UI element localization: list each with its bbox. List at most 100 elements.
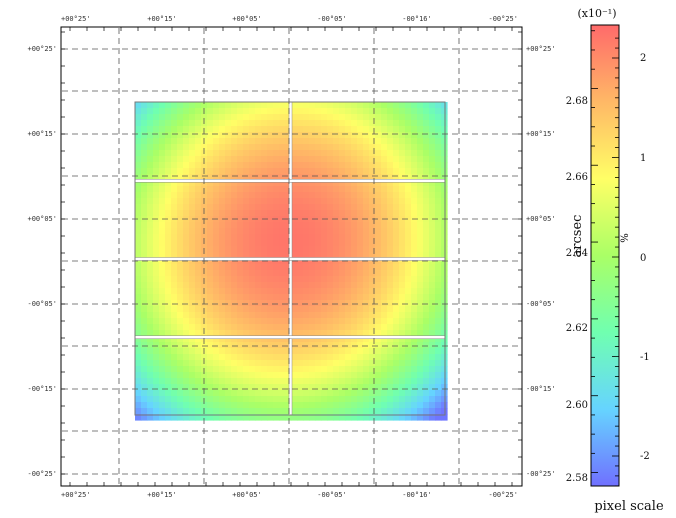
- heatmap-cell: [429, 282, 436, 289]
- heatmap-cell: [249, 150, 256, 157]
- heatmap-cell: [423, 174, 430, 181]
- heatmap-cell: [357, 336, 364, 343]
- heatmap-cell: [183, 384, 190, 391]
- heatmap-cell: [153, 336, 160, 343]
- heatmap-cell: [339, 276, 346, 283]
- heatmap-cell: [357, 390, 364, 397]
- heatmap-cell: [195, 180, 202, 187]
- heatmap-cell: [189, 192, 196, 199]
- heatmap-cell: [219, 264, 226, 271]
- heatmap-cell: [291, 222, 298, 229]
- heatmap-cell: [195, 258, 202, 265]
- heatmap-cell: [375, 246, 382, 253]
- heatmap-cell: [399, 162, 406, 169]
- heatmap-cell: [225, 318, 232, 325]
- heatmap-cell: [153, 168, 160, 175]
- heatmap-cell: [267, 342, 274, 349]
- heatmap-cell: [189, 348, 196, 355]
- heatmap-cell: [231, 330, 238, 337]
- heatmap-cell: [267, 270, 274, 277]
- heatmap-cell: [411, 336, 418, 343]
- heatmap-cell: [411, 306, 418, 313]
- heatmap-cell: [429, 288, 436, 295]
- heatmap-cell: [195, 390, 202, 397]
- heatmap-cell: [201, 402, 208, 409]
- heatmap-cell: [291, 318, 298, 325]
- heatmap-cell: [441, 384, 448, 391]
- heatmap-cell: [297, 354, 304, 361]
- heatmap-cell: [435, 138, 442, 145]
- heatmap-cell: [243, 276, 250, 283]
- heatmap-cell: [135, 102, 142, 109]
- heatmap-cell: [135, 336, 142, 343]
- heatmap-cell: [291, 408, 298, 415]
- heatmap-cell: [357, 276, 364, 283]
- heatmap-cell: [303, 354, 310, 361]
- heatmap-cell: [219, 324, 226, 331]
- heatmap-cell: [237, 354, 244, 361]
- heatmap-cell: [285, 222, 292, 229]
- heatmap-cell: [315, 378, 322, 385]
- x-axis-top-labels: +00°25' +00°15' +00°05' -00°05' -00°16' …: [61, 15, 518, 23]
- heatmap-cell: [207, 192, 214, 199]
- heatmap-cell: [231, 318, 238, 325]
- heatmap-cell: [357, 384, 364, 391]
- heatmap-cell: [357, 150, 364, 157]
- heatmap-cell: [399, 240, 406, 247]
- heatmap-cell: [207, 234, 214, 241]
- heatmap-cell: [213, 132, 220, 139]
- heatmap-cell: [231, 162, 238, 169]
- heatmap-cell: [261, 414, 268, 421]
- heatmap-cell: [315, 240, 322, 247]
- heatmap-cell: [141, 378, 148, 385]
- heatmap-cell: [303, 378, 310, 385]
- heatmap-cell: [375, 228, 382, 235]
- heatmap-cell: [387, 396, 394, 403]
- heatmap-cell: [423, 222, 430, 229]
- heatmap-cell: [297, 150, 304, 157]
- heatmap-cell: [369, 228, 376, 235]
- heatmap-cell: [135, 198, 142, 205]
- heatmap-cell: [231, 408, 238, 415]
- heatmap-cell: [147, 372, 154, 379]
- heatmap-cell: [261, 312, 268, 319]
- heatmap-cell: [327, 336, 334, 343]
- heatmap-cell: [321, 408, 328, 415]
- heatmap-cell: [315, 354, 322, 361]
- heatmap-cell: [375, 114, 382, 121]
- heatmap-cell: [159, 366, 166, 373]
- heatmap-cell: [165, 264, 172, 271]
- heatmap-cell: [435, 270, 442, 277]
- heatmap-cell: [369, 264, 376, 271]
- heatmap-cell: [291, 210, 298, 217]
- heatmap-cell: [213, 252, 220, 259]
- heatmap-cell: [225, 408, 232, 415]
- heatmap-cell: [153, 384, 160, 391]
- heatmap-cell: [225, 360, 232, 367]
- heatmap-cell: [213, 288, 220, 295]
- heatmap-cell: [381, 396, 388, 403]
- heatmap-cell: [147, 174, 154, 181]
- heatmap-cell: [243, 408, 250, 415]
- heatmap-cell: [405, 354, 412, 361]
- heatmap-cell: [183, 132, 190, 139]
- heatmap-cell: [171, 396, 178, 403]
- heatmap-cell: [231, 288, 238, 295]
- heatmap-cell: [315, 132, 322, 139]
- heatmap-cell: [297, 360, 304, 367]
- heatmap-cell: [243, 168, 250, 175]
- heatmap-cell: [297, 210, 304, 217]
- heatmap-cell: [255, 318, 262, 325]
- heatmap-cell: [285, 348, 292, 355]
- heatmap-cell: [441, 288, 448, 295]
- heatmap-cell: [285, 312, 292, 319]
- heatmap-cell: [165, 126, 172, 133]
- heatmap-cell: [279, 246, 286, 253]
- heatmap-cell: [351, 282, 358, 289]
- heatmap-cell: [171, 174, 178, 181]
- heatmap-cell: [147, 138, 154, 145]
- heatmap-cell: [189, 180, 196, 187]
- heatmap-cell: [297, 120, 304, 127]
- heatmap-cell: [177, 402, 184, 409]
- heatmap-cell: [135, 120, 142, 127]
